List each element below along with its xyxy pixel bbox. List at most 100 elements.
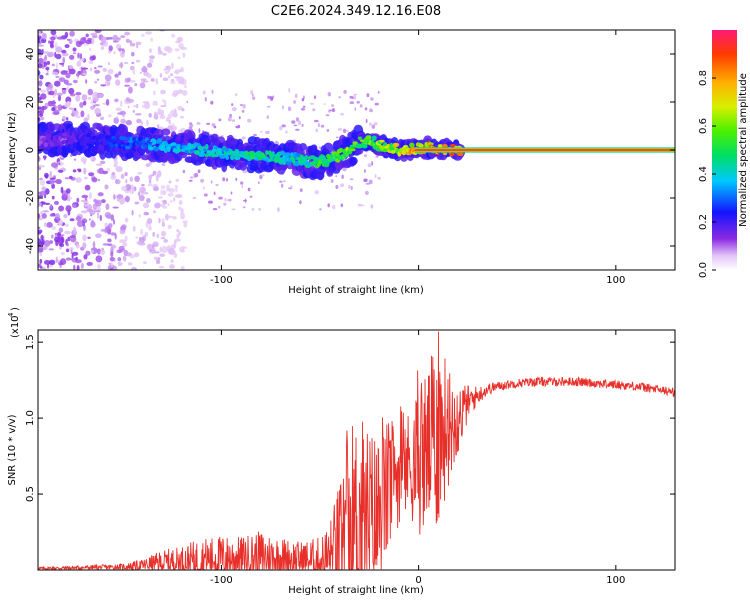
noise-blob <box>157 50 163 55</box>
noise-blob <box>366 93 370 98</box>
noise-blob <box>210 180 213 184</box>
noise-blob <box>238 116 241 120</box>
noise-blob <box>343 90 347 94</box>
noise-blob <box>94 67 97 70</box>
noise-blob <box>166 47 173 54</box>
ridge-blob <box>195 150 200 155</box>
noise-blob <box>66 242 69 247</box>
noise-blob <box>134 175 140 182</box>
noise-blob <box>89 56 95 61</box>
noise-blob <box>40 234 44 241</box>
noise-blob <box>156 260 161 264</box>
noise-blob <box>241 185 244 189</box>
noise-blob <box>83 117 89 123</box>
ridge-blob <box>371 135 377 141</box>
noise-blob <box>51 226 56 230</box>
noise-blob <box>93 210 101 213</box>
noise-blob <box>231 119 236 122</box>
colorbar-label: Normalized spectral amplitude <box>738 73 749 227</box>
noise-blob <box>162 52 167 56</box>
noise-blob <box>39 191 46 196</box>
noise-blob <box>61 49 67 54</box>
ridge-blob <box>367 135 372 140</box>
noise-blob <box>277 207 280 213</box>
ridge-blob <box>379 139 385 143</box>
noise-blob <box>42 210 49 213</box>
ridge-blob <box>170 142 177 147</box>
noise-blob <box>180 208 184 214</box>
noise-blob <box>112 40 119 43</box>
noise-blob <box>167 113 174 118</box>
noise-blob <box>75 115 81 119</box>
noise-blob <box>54 80 61 87</box>
snr-xtick-label: 0 <box>415 575 421 586</box>
noise-blob <box>335 136 339 139</box>
snr-multiplier-exponent: 4 <box>7 312 15 317</box>
noise-blob <box>75 92 82 96</box>
ridge-blob <box>351 148 356 152</box>
ridge-blob <box>304 155 309 160</box>
noise-blob <box>67 236 71 242</box>
noise-blob <box>115 107 122 112</box>
noise-blob <box>134 201 140 205</box>
noise-blob <box>110 232 116 236</box>
noise-blob <box>38 57 44 64</box>
noise-blob <box>86 261 93 266</box>
ridge-blob <box>284 152 291 158</box>
noise-blob <box>242 206 246 209</box>
noise-blob <box>102 67 107 72</box>
snr-xtick-label: -100 <box>210 575 233 586</box>
noise-blob <box>162 99 166 103</box>
noise-blob <box>158 217 161 224</box>
noise-blob <box>115 116 119 119</box>
noise-blob <box>73 264 76 270</box>
noise-blob <box>48 84 52 89</box>
noise-blob <box>101 199 106 204</box>
noise-blob <box>153 256 159 261</box>
noise-blob <box>217 205 221 209</box>
ridge-blob <box>58 135 62 141</box>
noise-blob <box>80 66 83 74</box>
noise-blob <box>59 243 65 248</box>
noise-blob <box>115 79 121 86</box>
noise-blob <box>89 67 93 72</box>
noise-blob <box>83 43 89 46</box>
noise-blob <box>170 73 173 77</box>
noise-blob <box>196 122 201 125</box>
noise-blob <box>85 79 88 84</box>
noise-blob <box>350 185 353 191</box>
noise-blob <box>348 184 351 189</box>
snr-series-line <box>38 331 675 570</box>
noise-blob <box>91 177 98 183</box>
noise-blob <box>368 179 373 185</box>
spectrogram-ytick-label: -20 <box>25 190 36 206</box>
noise-blob <box>247 187 251 192</box>
noise-blob <box>364 190 369 196</box>
noise-blob <box>315 128 319 133</box>
ridge-blob <box>383 142 388 147</box>
ridge-blob <box>393 142 400 147</box>
noise-blob <box>152 231 155 238</box>
noise-blob <box>100 84 107 87</box>
noise-blob <box>80 110 85 118</box>
noise-blob <box>95 255 103 263</box>
noise-blob <box>139 236 142 242</box>
noise-blob <box>66 38 71 41</box>
colorbar-tick-label: 0.2 <box>698 214 709 230</box>
noise-blob <box>317 123 320 128</box>
noise-blob <box>68 68 76 75</box>
ridge-blob <box>161 128 171 136</box>
noise-blob <box>58 77 66 82</box>
noise-blob <box>77 52 80 59</box>
noise-blob <box>46 60 51 65</box>
noise-blob <box>145 31 153 35</box>
noise-blob <box>288 187 293 190</box>
ridge-blob <box>349 156 358 165</box>
noise-blob <box>82 242 87 249</box>
noise-blob <box>51 107 56 112</box>
noise-blob <box>249 195 253 198</box>
noise-blob <box>131 209 134 216</box>
noise-blob <box>50 177 56 180</box>
noise-blob <box>110 174 117 180</box>
noise-blob <box>107 82 111 85</box>
